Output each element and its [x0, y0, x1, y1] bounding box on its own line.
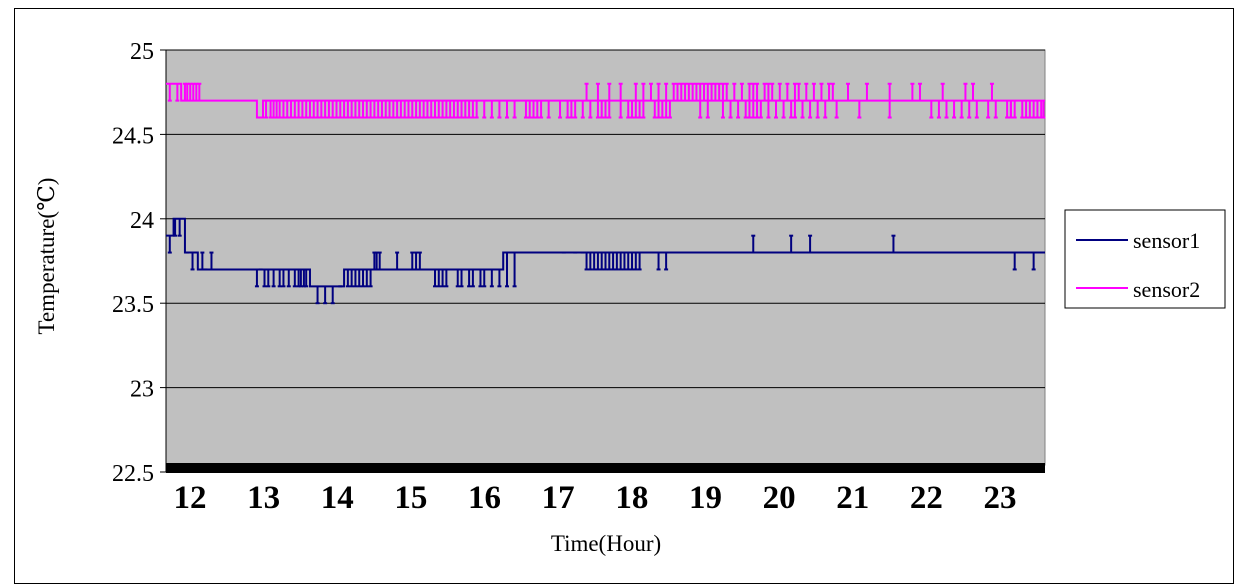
x-tick-label: 22 — [910, 480, 943, 516]
x-axis-title: Time(Hour) — [551, 531, 661, 556]
series-sensor2 — [166, 82, 1046, 119]
x-tick-label: 12 — [174, 480, 207, 516]
x-axis-band — [166, 463, 1045, 473]
x-tick-label: 15 — [394, 480, 427, 516]
x-tick-label: 23 — [984, 480, 1017, 516]
x-tick-label: 21 — [836, 480, 869, 516]
x-tick-label: 17 — [542, 480, 575, 516]
legend: sensor1 sensor2 — [1064, 209, 1226, 309]
legend-label-sensor2: sensor2 — [1133, 277, 1200, 302]
x-tick-label: 18 — [615, 480, 648, 516]
x-tick-label: 13 — [247, 480, 280, 516]
legend-box — [1064, 209, 1226, 309]
y-tick-label: 23 — [130, 377, 154, 403]
x-tick-label: 20 — [763, 480, 796, 516]
y-tick-label: 22.5 — [112, 461, 154, 487]
y-tick-label: 24.5 — [112, 123, 154, 149]
y-tick-label: 24 — [130, 208, 154, 234]
y-axis: 25 24.5 24 23.5 23 22.5 — [112, 39, 167, 487]
x-tick-label: 16 — [468, 480, 501, 516]
legend-label-sensor1: sensor1 — [1133, 228, 1200, 253]
y-tick-label: 25 — [130, 39, 154, 65]
x-axis: 12 13 14 15 16 17 18 19 20 21 22 23 — [166, 463, 1045, 516]
x-tick-label: 14 — [321, 480, 354, 516]
y-tick-label: 23.5 — [112, 292, 154, 318]
x-tick-label: 19 — [689, 480, 722, 516]
series-sensor1 — [166, 217, 1045, 305]
y-axis-title: Temperature(℃) — [34, 178, 59, 335]
series-layer — [166, 82, 1046, 305]
